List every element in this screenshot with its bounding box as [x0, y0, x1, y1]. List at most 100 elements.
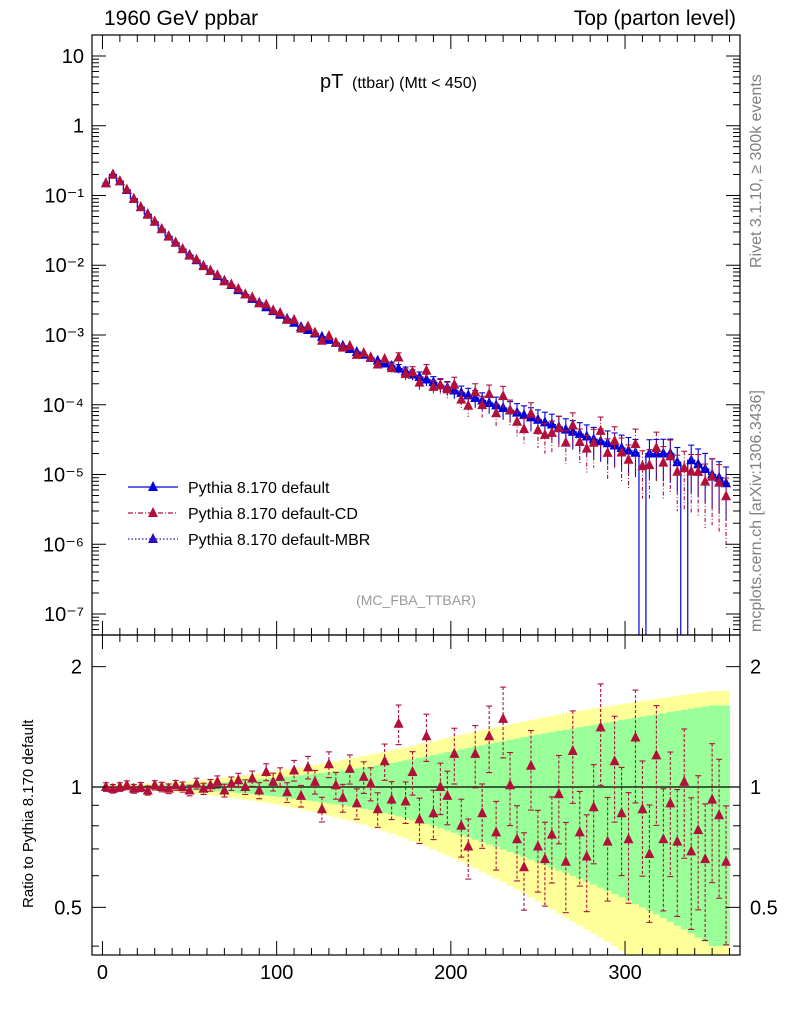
band-inner-bin — [520, 737, 528, 858]
legend-marker — [148, 533, 158, 543]
cd-point — [463, 399, 474, 410]
cd-point — [386, 362, 397, 373]
y-tick-label: 10⁻⁵ — [43, 465, 84, 487]
cd-point — [560, 436, 571, 447]
main-series — [100, 168, 732, 635]
cd-point — [233, 282, 244, 293]
band-inner-bin — [722, 705, 730, 947]
cd-point — [477, 399, 488, 410]
ratio-y-tick-label-right: 0.5 — [750, 897, 778, 919]
ratio-point — [247, 772, 258, 783]
cd-point — [135, 201, 146, 212]
band-inner-bin — [339, 770, 347, 806]
default-point — [623, 444, 634, 455]
ratio-point — [498, 712, 509, 723]
default-point — [574, 428, 585, 439]
cd-point — [240, 288, 251, 299]
ratio-point — [665, 797, 676, 808]
band-inner-bin — [541, 733, 549, 866]
ratio-point — [100, 781, 111, 792]
ratio-point — [505, 779, 516, 790]
band-inner-bin — [583, 726, 591, 882]
cd-point — [156, 223, 167, 234]
main-panel: 10⁻⁷ 10⁻⁶ 10⁻⁵ 10⁻⁴ 10⁻³ 10⁻² 10⁻¹ 1 10 — [43, 34, 741, 636]
band-inner-bin — [478, 745, 486, 843]
ratio-point — [372, 803, 383, 814]
default-point — [658, 447, 669, 458]
cd-point — [163, 230, 174, 241]
default-point — [484, 396, 495, 407]
cd-point — [512, 415, 523, 426]
cd-point — [595, 424, 606, 435]
ratio-point — [470, 747, 481, 758]
cd-point — [651, 441, 662, 452]
ratio-point — [721, 855, 732, 866]
ratio-point — [177, 781, 188, 792]
ratio-point — [198, 782, 209, 793]
cd-point — [553, 422, 564, 433]
ratio-point — [595, 721, 606, 732]
ratio-point — [219, 784, 230, 795]
y-tick-label: 10⁻⁶ — [43, 534, 84, 556]
ratio-point — [700, 853, 711, 864]
band-inner-bin — [548, 732, 556, 868]
cd-point — [289, 313, 300, 324]
cd-point — [686, 465, 697, 476]
cd-point — [247, 291, 258, 302]
band-inner-bin — [485, 743, 493, 845]
ratio-point — [463, 840, 474, 851]
band-inner-bin — [632, 717, 640, 904]
default-point — [560, 423, 571, 434]
cd-point — [491, 407, 502, 418]
ratio-point — [316, 803, 327, 814]
band-inner-bin — [450, 750, 459, 833]
ratio-point — [365, 777, 376, 788]
ratio-point — [421, 730, 432, 741]
ratio-point — [553, 788, 564, 799]
ratio-point — [630, 731, 641, 742]
legend-label: Pythia 8.170 default-CD — [188, 506, 358, 523]
ratio-point — [449, 747, 460, 758]
ratio-point — [205, 779, 216, 790]
ratio-point — [525, 759, 536, 770]
y-tick-label: 10⁻¹ — [45, 185, 85, 207]
ratio-point — [519, 861, 529, 872]
band-inner-bin — [464, 747, 473, 838]
ratio-point — [491, 826, 502, 837]
cd-point — [107, 168, 118, 179]
cd-point — [184, 249, 195, 260]
cd-point — [602, 446, 613, 457]
default-point — [595, 435, 606, 446]
ratio-point — [484, 730, 495, 741]
cd-point — [309, 326, 320, 337]
default-point — [686, 454, 697, 465]
y-tick-label: 10⁻² — [45, 255, 85, 277]
band-inner-bin — [374, 765, 382, 812]
band-inner-bin — [422, 756, 431, 825]
legend-marker — [148, 507, 158, 517]
cd-point — [609, 435, 620, 446]
cd-point — [693, 465, 704, 476]
ratio-point — [679, 775, 690, 786]
ratio-point — [651, 749, 662, 760]
band-inner-bin — [534, 734, 542, 863]
ratio-y-tick-label-right: 1 — [750, 777, 761, 799]
y-tick-label: 10⁻⁷ — [44, 604, 84, 626]
x-tick-label: 300 — [608, 962, 641, 984]
band-inner-bin — [513, 738, 521, 855]
y-tick-label: 10 — [62, 46, 84, 68]
ratio-point — [233, 774, 244, 785]
ratio-panel: 0 100 200 300 0.5 0.5 1 1 2 2 — [54, 634, 778, 984]
band-inner-bin — [645, 715, 654, 911]
band-inner-bin — [687, 708, 696, 934]
band-inner-bin — [492, 742, 500, 847]
ratio-point — [344, 762, 355, 773]
cd-point — [121, 183, 132, 194]
ratio-point — [156, 781, 167, 792]
ratio-y-tick-label: 0.5 — [54, 897, 82, 919]
default-point — [567, 425, 578, 436]
ratio-point — [546, 828, 557, 839]
cd-point — [616, 446, 627, 457]
cd-point — [505, 404, 516, 415]
